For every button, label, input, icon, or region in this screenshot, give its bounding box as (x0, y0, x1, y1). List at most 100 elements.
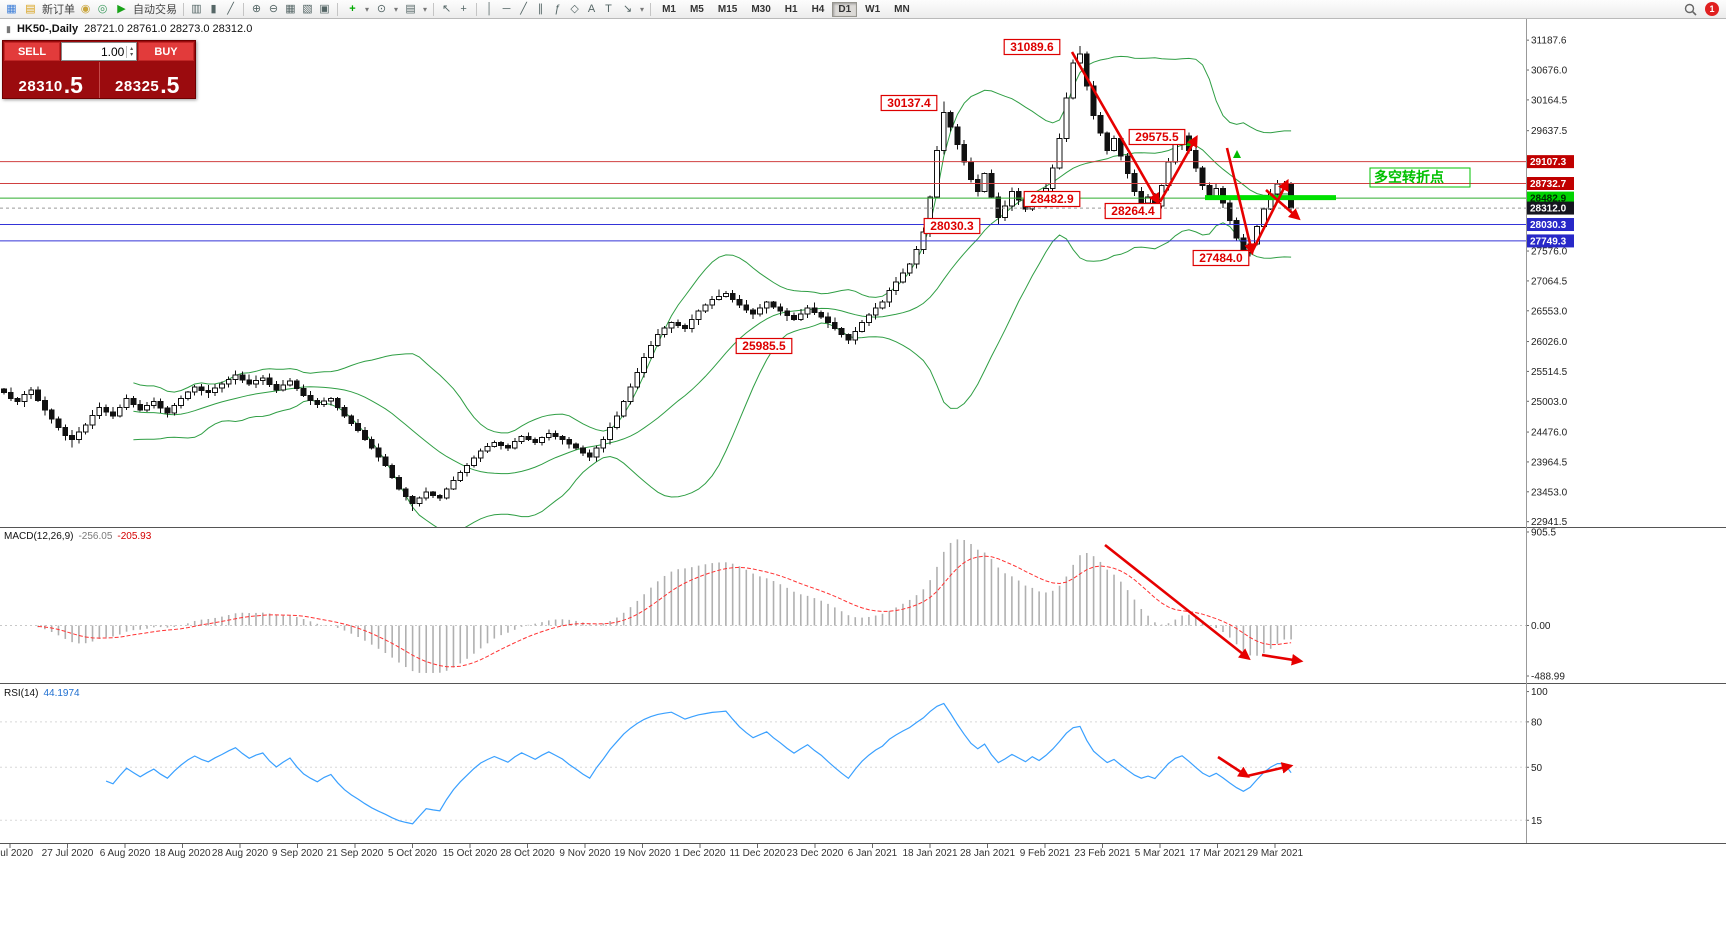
market-watch-icon[interactable]: ◉ (80, 3, 91, 15)
sell-button[interactable]: SELL (4, 42, 60, 61)
date-axis-label: 27 Jul 2020 (42, 848, 94, 859)
chevron-down-icon: ▾ (423, 4, 428, 14)
timeframe-button-d1[interactable]: D1 (832, 1, 858, 17)
timeframe-button-m30[interactable]: M30 (751, 3, 771, 15)
price-axis-label: 25003.0 (1531, 397, 1568, 408)
price-annotation[interactable]: 28030.3 (923, 217, 981, 235)
price-annotation[interactable]: 30137.4 (880, 94, 938, 112)
periods-icon: ⊙ (376, 3, 387, 15)
date-axis-label: 18 Jan 2021 (902, 848, 957, 859)
chevron-down-icon: ▾ (640, 4, 645, 14)
timeframe-button-m15[interactable]: M15 (717, 3, 738, 15)
chart-window-icon[interactable]: ▦ (6, 3, 17, 15)
svg-text:多空转折点: 多空转折点 (1374, 169, 1444, 185)
trend-arrow[interactable] (1070, 51, 1160, 206)
zoom-in-icon[interactable]: ⊕ (251, 3, 262, 15)
tile-windows-icon[interactable]: ▦ (285, 3, 296, 15)
arrows-button[interactable]: ↘ ▾ (619, 1, 644, 17)
buy-price[interactable]: 28325 .5 (100, 62, 196, 98)
bollinger-middle-band (133, 143, 1292, 475)
price-axis-label: 25514.5 (1531, 367, 1568, 378)
price-axis-tag: 28732.7 (1527, 177, 1574, 191)
price-annotation[interactable]: 25985.5 (735, 337, 793, 355)
volume-decrease-button[interactable]: ▾ (130, 51, 134, 58)
macd-axis-label: -488.99 (1531, 672, 1565, 683)
search-icon[interactable] (1683, 1, 1698, 17)
arrange-icon[interactable]: ▣ (319, 3, 330, 15)
price-annotation[interactable]: 28482.9 (1023, 190, 1081, 208)
trend-arrow[interactable] (1225, 147, 1256, 256)
crosshair-icon[interactable]: + (460, 3, 467, 15)
date-axis-label: 28 Jan 2021 (960, 848, 1015, 859)
notification-badge[interactable]: 1 (1705, 2, 1719, 16)
toolbar-separator (433, 2, 435, 16)
buy-button[interactable]: BUY (138, 42, 194, 61)
chart-area[interactable]: 31089.6 30137.4 29575.5 28482.9 28264.4 28030… (0, 19, 1726, 862)
text-icon[interactable]: A (587, 3, 596, 15)
trend-arrow[interactable] (1104, 543, 1251, 661)
price-annotation[interactable]: 27484.0 (1192, 249, 1250, 267)
rsi-axis-label: 100 (1531, 687, 1548, 698)
fibonacci-icon[interactable]: ƒ (554, 3, 561, 15)
navigator-icon[interactable]: ◎ (97, 3, 108, 15)
svg-text:28030.3: 28030.3 (1530, 220, 1567, 231)
toolbar-separator (243, 2, 244, 16)
cursor-icon[interactable]: ↖ (441, 3, 452, 15)
autotrade-label: 自动交易 (133, 4, 177, 16)
bollinger-upper-band (133, 55, 1292, 434)
macd-axis-label: 0.00 (1531, 621, 1551, 632)
price-axis-label: 23453.0 (1531, 487, 1568, 498)
timeframe-button-m5[interactable]: M5 (689, 3, 704, 15)
vertical-line-icon[interactable]: │ (486, 3, 493, 15)
line-chart-icon[interactable]: ╱ (227, 3, 234, 15)
timeframe-button-m1[interactable]: M1 (662, 3, 676, 15)
date-axis-label: 18 Aug 2020 (154, 848, 211, 859)
zoom-out-icon[interactable]: ⊖ (268, 3, 279, 15)
macd-signal-line (37, 555, 1292, 668)
toolbar-separator (476, 2, 478, 16)
shapes-icon[interactable]: ◇ (570, 3, 579, 15)
price-annotation[interactable]: 29575.5 (1128, 128, 1186, 146)
macd-value-signal: -205.93 (117, 531, 152, 542)
date-axis-label: 21 Sep 2020 (327, 848, 384, 859)
bar-chart-icon[interactable]: ▥ (191, 3, 202, 15)
trendline-icon[interactable]: ╱ (520, 3, 527, 15)
horizontal-line-icon[interactable]: ─ (502, 3, 511, 15)
price-annotation[interactable]: 28264.4 (1104, 202, 1162, 220)
svg-text:27749.3: 27749.3 (1530, 236, 1567, 247)
timeframe-button-w1[interactable]: W1 (865, 3, 881, 15)
timeframe-button-h1[interactable]: H1 (784, 3, 798, 15)
rsi-axis-label: 80 (1531, 717, 1543, 728)
trend-arrow[interactable] (1250, 178, 1289, 253)
price-axis-label: 30676.0 (1531, 66, 1568, 77)
trend-arrow[interactable] (1265, 189, 1301, 221)
equidistant-channel-icon[interactable]: ∥ (537, 3, 544, 15)
chart-note[interactable]: 多空转折点 (1369, 167, 1471, 188)
trend-arrow[interactable] (1217, 755, 1250, 778)
trend-arrow[interactable] (1246, 762, 1294, 778)
price-axis-label: 23964.5 (1531, 457, 1568, 468)
cascade-windows-icon[interactable]: ▧ (302, 3, 313, 15)
price-annotation[interactable]: 31089.6 (1003, 38, 1061, 56)
new-order-button[interactable]: ▤ 新订单 (22, 1, 75, 17)
svg-text:28482.9: 28482.9 (1030, 192, 1074, 206)
date-axis-label: 11 Dec 2020 (730, 848, 786, 859)
volume-box: ▴ ▾ (61, 42, 137, 61)
trend-arrow[interactable] (1158, 134, 1198, 203)
templates-button[interactable]: ▤ ▾ (402, 1, 427, 17)
price-axis-label: 24476.0 (1531, 428, 1568, 439)
bollinger-lower-band (133, 222, 1292, 527)
autotrade-button[interactable]: ▶ 自动交易 (113, 1, 177, 17)
indicators-button[interactable]: + ▾ (344, 1, 369, 17)
volume-input[interactable] (62, 44, 127, 59)
timeframe-button-h4[interactable]: H4 (811, 3, 825, 15)
candle-chart-icon[interactable]: ▮ (210, 3, 217, 15)
trend-arrow[interactable] (1261, 653, 1304, 666)
periods-button[interactable]: ⊙ ▾ (373, 1, 398, 17)
sell-price[interactable]: 28310 .5 (3, 62, 99, 98)
text-label-icon[interactable]: T (605, 3, 612, 15)
timeframe-button-mn[interactable]: MN (894, 3, 910, 15)
price-axis-label: 27576.0 (1531, 247, 1568, 258)
volume-increase-button[interactable]: ▴ (130, 45, 134, 52)
chart-ohlc-header: ▮ HK50-,Daily 28721.0 28761.0 28273.0 28… (6, 23, 252, 35)
